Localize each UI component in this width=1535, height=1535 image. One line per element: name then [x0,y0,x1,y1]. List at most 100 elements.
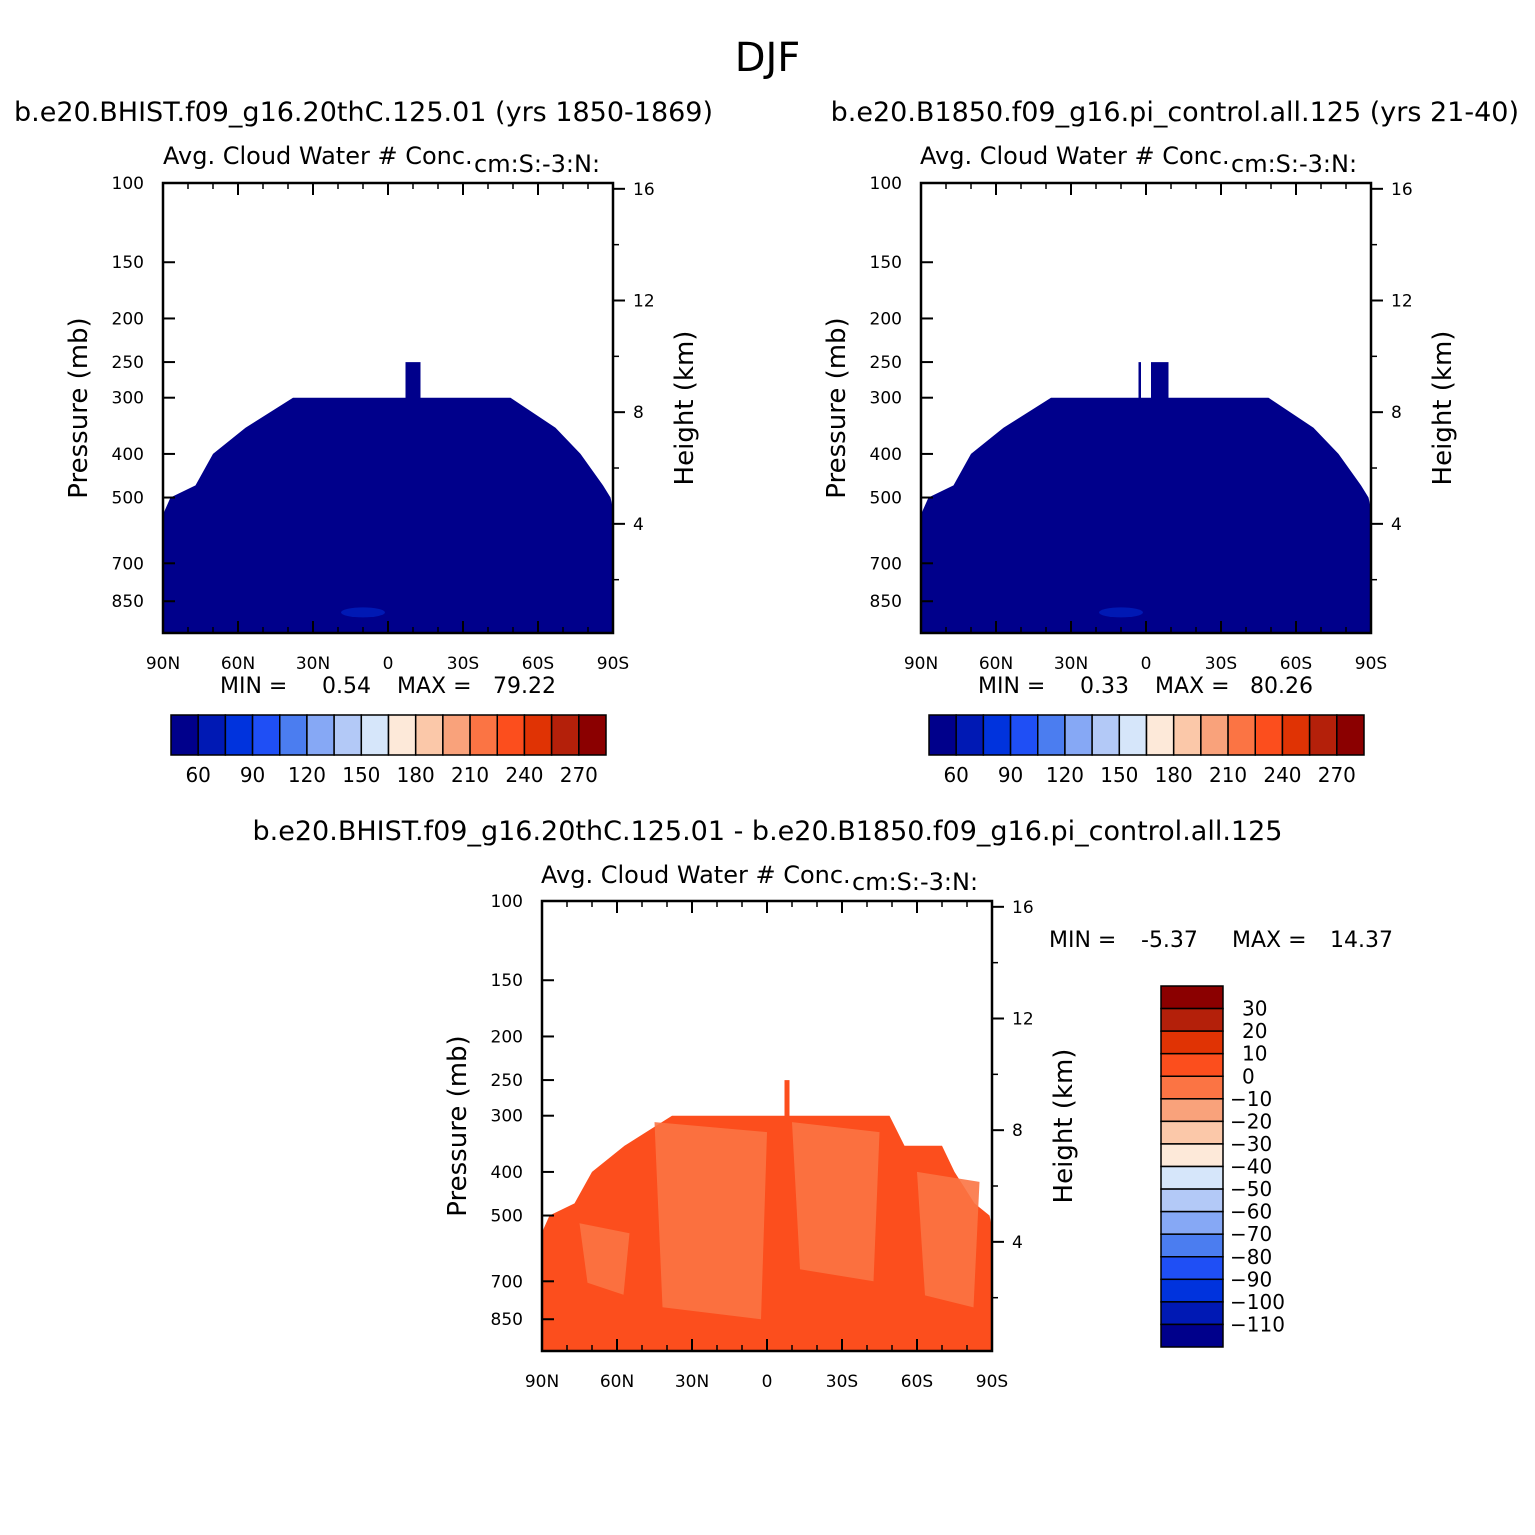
colorbar-label: −30 [1230,1132,1272,1156]
colorbar-label: −110 [1230,1312,1285,1336]
y-tick-label: 250 [870,353,902,373]
y-tick-label: 400 [870,445,902,465]
y-tick-label: 250 [491,1071,523,1091]
colorbar-swatch [414,714,444,756]
cloud-field-patch [341,607,385,618]
y-axis-title: Pressure (mb) [822,317,852,498]
colorbar-swatch [1254,714,1284,756]
colorbar-swatch [306,714,335,756]
colorbar-label: 0 [1242,1064,1255,1088]
colorbar-swatch [982,714,1012,756]
y-tick-label: 200 [870,309,902,329]
x-tick-label: 90S [976,1372,1008,1392]
x-tick-label: 60S [1280,654,1312,674]
colorbar-swatch [1009,714,1039,756]
colorbar-swatch [928,714,957,756]
colorbar-swatch [1160,1098,1224,1123]
y-tick-label: 150 [870,253,902,273]
colorbar-label: 120 [288,763,326,787]
colorbar-swatch [1281,714,1311,756]
max-label: MAX = [1155,674,1230,699]
y-tick-label: 100 [112,174,144,194]
colorbar-swatch [1336,714,1365,756]
colorbar-swatch [496,714,526,756]
x-tick-label: 60S [901,1372,933,1392]
x-tick-label: 90N [904,654,938,674]
min-label: MIN = [978,674,1046,699]
colorbar-label: 180 [1155,763,1193,787]
colorbar-label: 270 [560,763,598,787]
y2-tick-label: 4 [1012,1233,1023,1253]
colorbar-swatch [1160,1188,1224,1213]
colorbar-label: −50 [1230,1177,1272,1201]
colorbar-swatch [1160,1210,1224,1235]
y-tick-label: 500 [870,489,902,509]
x-tick-label: 60S [522,654,554,674]
cloud-field-patch [1099,607,1143,618]
y-tick-label: 100 [491,892,523,912]
x-tick-label: 90S [1355,654,1387,674]
y-tick-label: 150 [491,971,523,991]
min-label: MIN = [220,674,288,699]
y-tick-label: 850 [491,1310,523,1330]
colorbar-label: 90 [998,763,1023,787]
cloud-field [542,1080,992,1351]
y-tick-label: 850 [112,592,144,612]
colorbar-swatch [1227,714,1256,756]
panel-units: cm:S:-3:N: [1231,150,1358,178]
y2-tick-label: 8 [633,403,644,423]
y-tick-label: 150 [112,253,144,273]
cloud-field-patch [792,1122,880,1282]
x-tick-label: 30N [675,1372,709,1392]
max-label: MAX = [397,674,472,699]
colorbar-label: 60 [185,763,210,787]
y2-tick-label: 8 [1391,403,1402,423]
colorbar-swatch [1091,714,1121,756]
y-tick-label: 300 [870,389,902,409]
run-title-left: b.e20.BHIST.f09_g16.20thC.125.01 (yrs 18… [14,97,714,128]
min-label: MIN = [1049,928,1117,953]
x-tick-label: 90N [146,654,180,674]
max-value: 80.26 [1250,674,1313,699]
colorbar-swatch [1160,1233,1224,1258]
colorbar-label: 240 [1263,763,1301,787]
colorbar-swatch [578,714,607,756]
colorbar-label: 10 [1242,1042,1267,1066]
colorbar-swatch [1160,1301,1224,1326]
x-tick-label: 30S [1205,654,1237,674]
colorbar-swatch [224,714,254,756]
colorbar-swatch [523,714,553,756]
colorbar-swatch [1145,714,1175,756]
x-tick-label: 90N [525,1372,559,1392]
panel-units: cm:S:-3:N: [852,868,979,896]
cloud-field-patch [654,1122,767,1320]
colorbar-swatch [1160,1030,1224,1055]
x-tick-label: 0 [762,1372,773,1392]
y2-tick-label: 4 [1391,515,1402,535]
colorbar-label: −90 [1230,1267,1272,1291]
colorbar-swatch [1160,1278,1224,1303]
colorbar-label: 210 [451,763,489,787]
y2-tick-label: 16 [633,180,655,200]
colorbar-swatch [1160,1075,1224,1100]
colorbar-swatch [1160,1052,1224,1077]
colorbar-label: 180 [397,763,435,787]
max-label: MAX = [1232,928,1307,953]
x-tick-label: 0 [383,654,394,674]
colorbar-swatch [170,714,199,756]
colorbar-label: 30 [1242,997,1267,1021]
x-tick-label: 60N [600,1372,634,1392]
y-tick-label: 700 [870,554,902,574]
colorbar-swatch [955,714,985,756]
colorbar-label: 20 [1242,1019,1267,1043]
colorbar-label: 240 [505,763,543,787]
colorbar-swatch [442,714,471,756]
colorbar-label: 210 [1209,763,1247,787]
y2-tick-label: 12 [1391,291,1413,311]
colorbar-swatch [469,714,498,756]
colorbar-swatch [1160,1165,1224,1190]
x-tick-label: 30N [1054,654,1088,674]
y2-tick-label: 16 [1012,898,1034,918]
cloud-field-patch [579,1223,630,1295]
